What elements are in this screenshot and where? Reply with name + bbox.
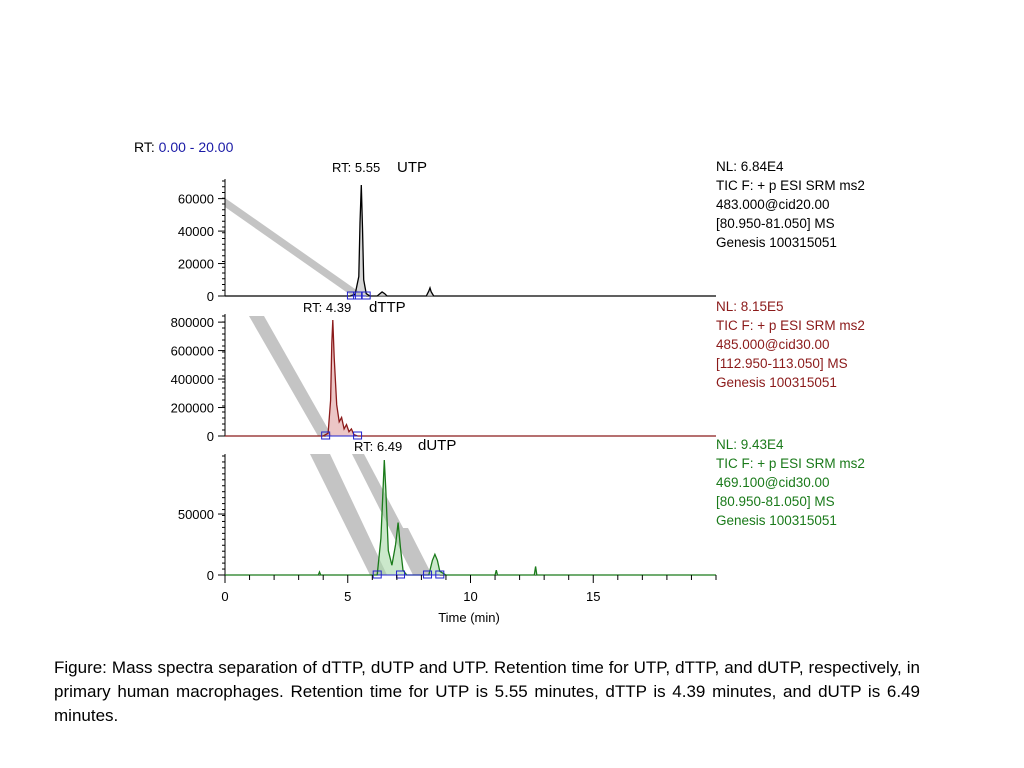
panel-2-y-tick-label: 200000 [171, 401, 214, 416]
panel-1-compound-label: UTP [397, 159, 427, 176]
panel-2-precursor: 485.000@cid30.00 [716, 337, 830, 352]
panel-3-y-tick-label: 50000 [178, 507, 214, 522]
gray-band-5 [400, 528, 432, 575]
panel-3-info: NL: 9.43E4 TIC F: + p ESI SRM ms2 469.10… [716, 435, 865, 530]
panel-1-y-tick-label: 20000 [178, 257, 214, 272]
panel-3-y-tick-label: 0 [207, 568, 214, 583]
panel-2-nl: NL: 8.15E5 [716, 299, 784, 314]
gray-band-1 [225, 198, 365, 296]
panel-2-file-name: Genesis 100315051 [716, 375, 837, 390]
panel-3-compound-label: dUTP [418, 437, 456, 454]
panel-3-trace-fill [225, 460, 716, 575]
gray-band-3 [310, 454, 387, 575]
panel-3-peak-rt-label: RT: 6.49 [354, 439, 402, 454]
panel-2-y-tick-label: 800000 [171, 315, 214, 330]
rt-range-label: RT: 0.00 - 20.00 [134, 139, 233, 155]
panel-3-trace-line [225, 459, 716, 576]
panel-1-trace-line [225, 184, 716, 297]
panel-3-precursor: 469.100@cid30.00 [716, 475, 830, 490]
panel-1-trace-fill [225, 185, 716, 296]
panel-1-peak-rt-label: RT: 5.55 [332, 160, 380, 175]
panel-1-nl: NL: 6.84E4 [716, 159, 784, 174]
rt-range-value: 0.00 - 20.00 [158, 139, 234, 155]
x-tick-label: 15 [586, 589, 600, 604]
panel-1-y-tick-label: 0 [207, 289, 214, 304]
panel-1-mass-range: [80.950-81.050] MS [716, 216, 835, 231]
x-axis-label: Time (min) [438, 610, 500, 625]
panel-1-info: NL: 6.84E4 TIC F: + p ESI SRM ms2 483.00… [716, 157, 865, 252]
panel-3-scan-filter: TIC F: + p ESI SRM ms2 [716, 456, 865, 471]
panel-1-y-tick-label: 60000 [178, 192, 214, 207]
panel-1-y-tick-label: 40000 [178, 224, 214, 239]
panel-2-y-tick-label: 0 [207, 429, 214, 444]
panel-3-file-name: Genesis 100315051 [716, 513, 837, 528]
panel-1-file-name: Genesis 100315051 [716, 235, 837, 250]
figure-caption: Figure: Mass spectra separation of dTTP,… [54, 658, 920, 725]
gray-band-2 [249, 316, 332, 436]
panel-2-peak-rt-label: RT: 4.39 [303, 300, 351, 315]
panel-1-precursor: 483.000@cid20.00 [716, 197, 830, 212]
panel-2-y-tick-label: 400000 [171, 372, 214, 387]
x-tick-label: 5 [344, 589, 351, 604]
panel-2-scan-filter: TIC F: + p ESI SRM ms2 [716, 318, 865, 333]
x-tick-label: 10 [463, 589, 477, 604]
panel-2-trace-line [225, 319, 716, 437]
panel-2-info: NL: 8.15E5 TIC F: + p ESI SRM ms2 485.00… [716, 297, 865, 392]
panel-2-y-tick-label: 600000 [171, 344, 214, 359]
panel-2-mass-range: [112.950-113.050] MS [716, 356, 848, 371]
x-tick-label: 0 [221, 589, 228, 604]
panel-2-compound-label: dTTP [369, 299, 406, 316]
panel-3-nl: NL: 9.43E4 [716, 437, 784, 452]
panel-3-mass-range: [80.950-81.050] MS [716, 494, 835, 509]
panel-1-scan-filter: TIC F: + p ESI SRM ms2 [716, 178, 865, 193]
rt-range-prefix: RT: [134, 139, 159, 155]
